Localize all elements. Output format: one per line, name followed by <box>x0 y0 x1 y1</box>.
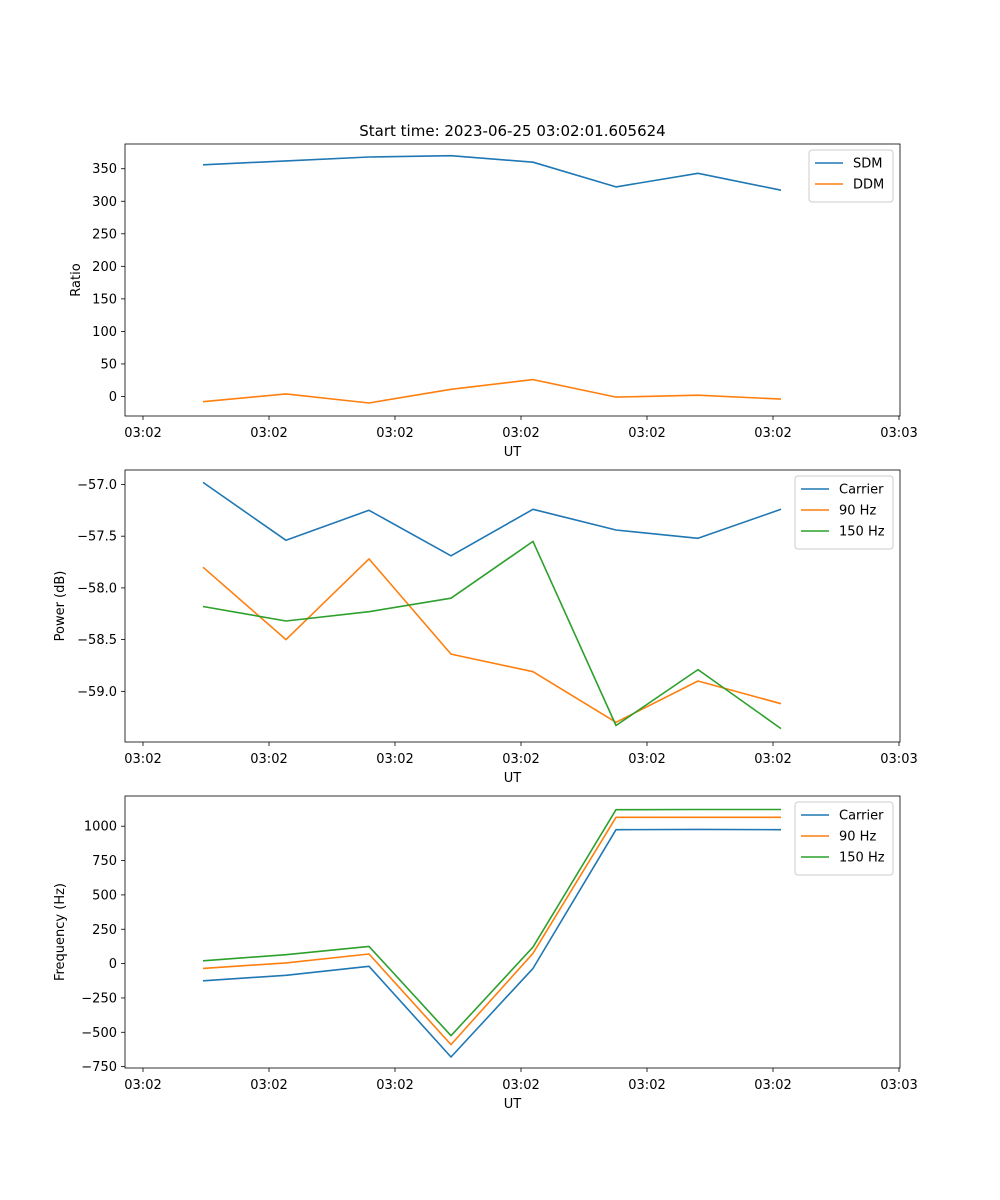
x-tick-label: 03:02 <box>250 1078 287 1093</box>
y-tick-label: 350 <box>92 162 117 177</box>
x-tick-label: 03:03 <box>880 752 917 767</box>
x-tick-label: 03:02 <box>502 1078 539 1093</box>
y-tick-label: 100 <box>92 325 117 340</box>
x-tick-label: 03:03 <box>880 1078 917 1093</box>
y-tick-label: −500 <box>81 1026 117 1041</box>
y-tick-label: −59.0 <box>77 685 117 700</box>
y-tick-label: −57.5 <box>77 530 117 545</box>
y-tick-label: −250 <box>81 991 117 1006</box>
series-line-150-hz <box>202 808 781 1037</box>
y-tick-label: 200 <box>92 260 117 275</box>
x-tick-label: 03:02 <box>754 1078 791 1093</box>
legend-label: Carrier <box>839 483 884 498</box>
x-axis-label: UT <box>504 1097 522 1112</box>
legend-label: SDM <box>853 157 882 172</box>
y-tick-label: −58.5 <box>77 633 117 648</box>
series-line-ddm <box>202 378 782 404</box>
y-tick-label: 1000 <box>84 820 117 835</box>
legend-label: Carrier <box>839 809 884 824</box>
y-tick-label: 500 <box>92 888 117 903</box>
legend-label: 150 Hz <box>839 851 885 866</box>
y-tick-label: 0 <box>109 390 117 405</box>
legend-label: DDM <box>853 178 884 193</box>
panel-3: −750 −500 −250 0 250 500 750 1000 03:02 03:02 03:0… <box>53 795 918 1112</box>
legend-label: 150 Hz <box>839 525 885 540</box>
y-axis-label: Power (dB) <box>53 571 68 642</box>
y-tick-label: −58.0 <box>77 581 117 596</box>
x-tick-label: 03:02 <box>628 752 665 767</box>
x-tick-label: 03:02 <box>628 1078 665 1093</box>
y-tick-label: 250 <box>92 923 117 938</box>
series-line-150-hz <box>202 540 782 730</box>
y-tick-label: −750 <box>81 1060 117 1075</box>
panel-1: Start time: 2023-06-25 03:02:01.605624 0 5… <box>69 122 918 460</box>
y-tick-label: −57.0 <box>77 478 117 493</box>
x-tick-label: 03:02 <box>250 426 287 441</box>
axes-frame <box>124 143 901 417</box>
series-line-carrier <box>202 828 782 1058</box>
series-line-sdm <box>202 154 782 191</box>
x-tick-label: 03:02 <box>124 1078 161 1093</box>
series-line-90-hz <box>202 558 782 724</box>
chart-title: Start time: 2023-06-25 03:02:01.605624 <box>359 122 665 140</box>
y-tick-label: 750 <box>92 854 117 869</box>
x-tick-label: 03:03 <box>880 426 917 441</box>
series-line-90-hz <box>202 816 781 1046</box>
x-axis-label: UT <box>504 771 522 786</box>
x-tick-label: 03:02 <box>502 752 539 767</box>
x-tick-label: 03:02 <box>124 426 161 441</box>
legend-label: 90 Hz <box>839 830 876 845</box>
y-axis-label: Frequency (Hz) <box>53 883 68 981</box>
x-tick-label: 03:02 <box>754 426 791 441</box>
series-line-carrier <box>202 481 782 557</box>
axes-frame <box>124 469 901 743</box>
x-tick-label: 03:02 <box>502 426 539 441</box>
y-axis-label: Ratio <box>69 263 84 296</box>
x-axis-label: UT <box>504 445 522 460</box>
x-tick-label: 03:02 <box>376 1078 413 1093</box>
x-tick-label: 03:02 <box>250 752 287 767</box>
x-tick-label: 03:02 <box>376 752 413 767</box>
legend: SDM DDM <box>808 149 894 203</box>
plots: Start time: 2023-06-25 03:02:01.605624 0 5… <box>53 122 918 1112</box>
x-tick-label: 03:02 <box>376 426 413 441</box>
y-tick-label: 50 <box>100 357 117 372</box>
y-tick-label: 0 <box>109 957 117 972</box>
legend-label: 90 Hz <box>839 504 876 519</box>
y-tick-label: 150 <box>92 292 117 307</box>
axes-frame <box>124 795 901 1069</box>
legend: Carrier 90 Hz 150 Hz <box>794 801 894 876</box>
y-tick-label: 250 <box>92 227 117 242</box>
y-tick-label: 300 <box>92 195 117 210</box>
x-tick-label: 03:02 <box>628 426 665 441</box>
x-tick-label: 03:02 <box>754 752 791 767</box>
x-tick-label: 03:02 <box>124 752 161 767</box>
panel-2: −59.0 −58.5 −58.0 −57.5 −57.0 03:02 03:02 03:02… <box>53 469 918 786</box>
legend: Carrier 90 Hz 150 Hz <box>794 475 894 550</box>
